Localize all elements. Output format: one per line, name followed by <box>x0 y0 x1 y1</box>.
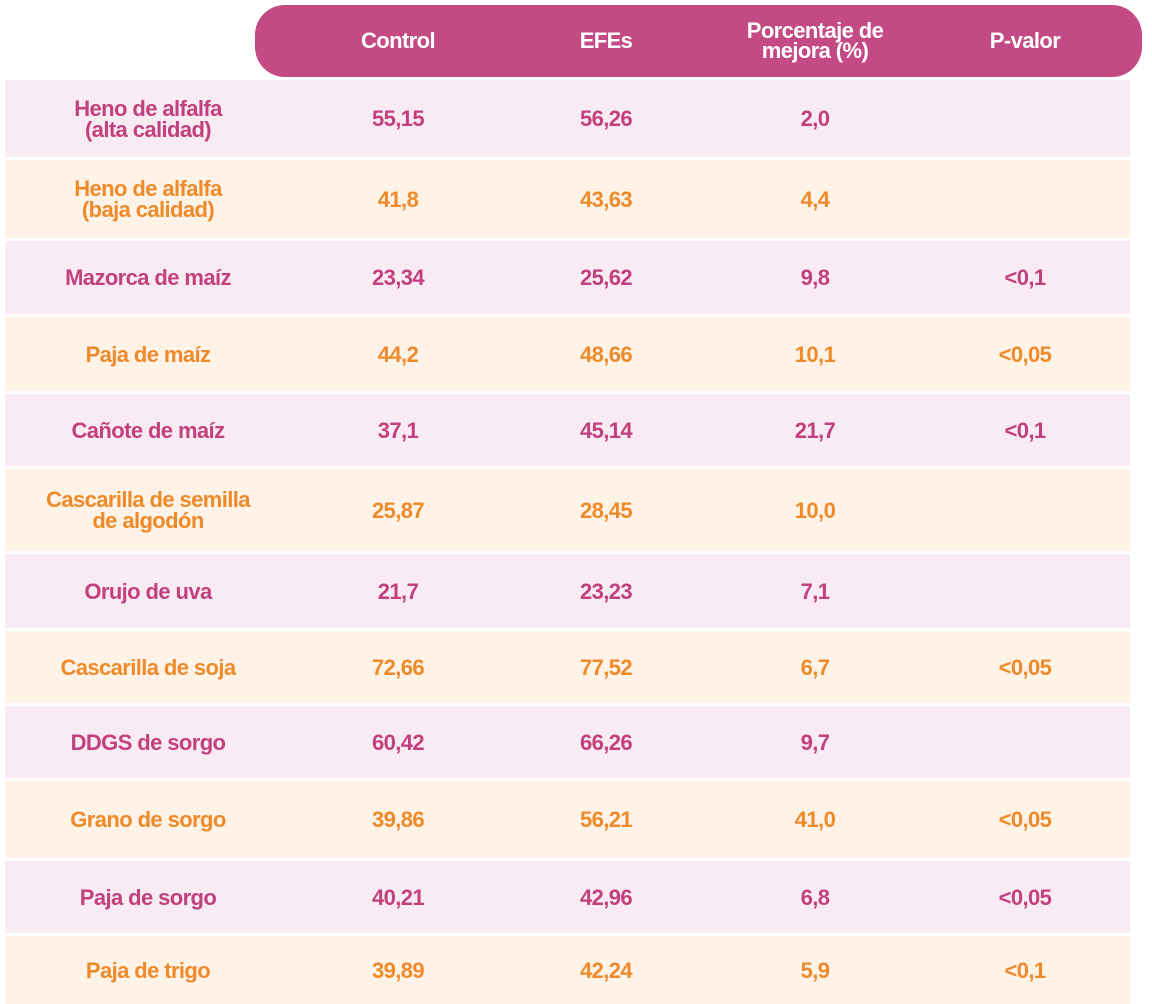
table-cell: 55,15 <box>371 106 425 131</box>
table-cell: 23,23 <box>579 578 633 604</box>
table-cell: 42,96 <box>579 884 633 910</box>
text-line: Cañote de maíz <box>71 417 226 443</box>
table-row: Orujo de uva 21,7 23,23 7,1 <box>5 554 1130 628</box>
table-cell: 21,7 <box>377 578 419 604</box>
text-line: (baja calidad) <box>81 197 215 222</box>
table-row: Heno de alfalfa (alta calidad) 55,15 56,26 2… <box>5 80 1130 157</box>
row-label: Cascarilla de semilla de algodón <box>3 469 293 551</box>
text-line: de algodón <box>92 508 204 533</box>
table-cell: 77,52 <box>579 654 633 680</box>
table-cell: <0,05 <box>998 341 1052 367</box>
table-cell: 37,1 <box>377 417 419 443</box>
text-line: Orujo de uva <box>84 578 212 604</box>
table-row: Grano de sorgo 39,86 56,21 41,0 <0,05 <box>5 781 1130 858</box>
row-label: Grano de sorgo <box>3 781 293 858</box>
text-line: Heno de alfalfa <box>74 95 222 121</box>
table-cell <box>925 554 1125 628</box>
table-cell: 42,24 <box>579 957 633 983</box>
table-cell: <0,05 <box>998 654 1052 680</box>
row-label: Heno de alfalfa (alta calidad) <box>3 80 293 157</box>
table-cell <box>925 160 1125 238</box>
table-cell: 39,89 <box>371 957 425 983</box>
table-cell: 4,4 <box>800 186 830 212</box>
column-header: Porcentaje de mejora (%) <box>705 5 925 77</box>
table-cell: 21,7 <box>794 417 836 443</box>
row-label: Heno de alfalfa (baja calidad) <box>3 160 293 238</box>
table-cell: 9,7 <box>800 729 830 755</box>
table-cell <box>925 469 1125 551</box>
table-cell: 25,62 <box>579 265 633 290</box>
table-row: DDGS de sorgo 60,42 66,26 9,7 <box>5 706 1130 778</box>
table-cell: 66,26 <box>579 729 633 755</box>
text-line: Paja de maíz <box>85 341 211 367</box>
table-cell: 40,21 <box>371 884 425 910</box>
table-cell <box>925 706 1125 778</box>
text-line: Cascarilla de semilla <box>46 487 250 512</box>
text-line: Heno de alfalfa <box>74 176 222 201</box>
table-cell: 48,66 <box>579 341 633 367</box>
table-cell: 41,8 <box>377 186 419 212</box>
row-label: Paja de maíz <box>3 317 293 391</box>
table-cell: 56,26 <box>579 106 633 131</box>
row-label: Cascarilla de soja <box>3 631 293 703</box>
table-row: Heno de alfalfa (baja calidad) 41,8 43,63 4,… <box>5 160 1130 238</box>
table-cell: 10,1 <box>794 341 836 367</box>
header-bar <box>255 5 1142 77</box>
table-cell: 6,8 <box>800 884 830 910</box>
text-line: mejora (%) <box>761 38 869 63</box>
table-cell <box>925 80 1125 157</box>
text-line: Mazorca de maíz <box>65 265 231 290</box>
row-label: DDGS de sorgo <box>3 706 293 778</box>
column-header: EFEs <box>579 28 633 53</box>
table-cell: <0,1 <box>1004 957 1046 983</box>
table-cell: 2,0 <box>800 106 830 131</box>
column-header: P-valor <box>989 28 1061 53</box>
text-line: Porcentaje de <box>746 18 884 43</box>
table-cell: 23,34 <box>371 265 425 290</box>
table-cell: <0,05 <box>998 807 1052 832</box>
table-cell: 39,86 <box>371 807 425 832</box>
table-cell: 9,8 <box>800 265 830 290</box>
table-cell: 56,21 <box>579 807 633 832</box>
text-line: DDGS de sorgo <box>70 729 226 755</box>
table-row: Paja de trigo 39,89 42,24 5,9 <0,1 <box>5 936 1130 1004</box>
table-cell: 10,0 <box>794 497 836 523</box>
table-cell: 41,0 <box>794 807 836 832</box>
column-header: Control <box>360 28 436 53</box>
table-row: Paja de sorgo 40,21 42,96 6,8 <0,05 <box>5 861 1130 933</box>
table-row: Cascarilla de soja 72,66 77,52 6,7 <0,05 <box>5 631 1130 703</box>
table-cell: 43,63 <box>579 186 633 212</box>
row-label: Paja de sorgo <box>3 861 293 933</box>
table-cell: 7,1 <box>800 578 830 604</box>
table-cell: 6,7 <box>800 654 830 680</box>
text-line: Paja de sorgo <box>79 884 217 910</box>
text-line: Paja de trigo <box>85 957 211 983</box>
table-row: Mazorca de maíz 23,34 25,62 9,8 <0,1 <box>5 241 1130 314</box>
table-cell: 72,66 <box>371 654 425 680</box>
text-line: (alta calidad) <box>84 116 212 142</box>
row-label: Orujo de uva <box>3 554 293 628</box>
table-row: Cascarilla de semilla de algodón 25,87 28,4… <box>5 469 1130 551</box>
table-cell: 28,45 <box>579 497 633 523</box>
table-cell: 44,2 <box>377 341 419 367</box>
text-line: Cascarilla de soja <box>60 654 236 680</box>
table-cell: 25,87 <box>371 497 425 523</box>
table-cell: <0,05 <box>998 884 1052 910</box>
row-label: Cañote de maíz <box>3 394 293 466</box>
table-cell: <0,1 <box>1004 417 1046 443</box>
table-row: Cañote de maíz 37,1 45,14 21,7 <0,1 <box>5 394 1130 466</box>
table-cell: <0,1 <box>1004 265 1046 290</box>
table-cell: 45,14 <box>579 417 633 443</box>
row-label: Paja de trigo <box>3 936 293 1004</box>
text-line: Grano de sorgo <box>70 807 226 832</box>
table-row: Paja de maíz 44,2 48,66 10,1 <0,05 <box>5 317 1130 391</box>
table-cell: 5,9 <box>800 957 830 983</box>
table-cell: 60,42 <box>371 729 425 755</box>
row-label: Mazorca de maíz <box>3 241 293 314</box>
